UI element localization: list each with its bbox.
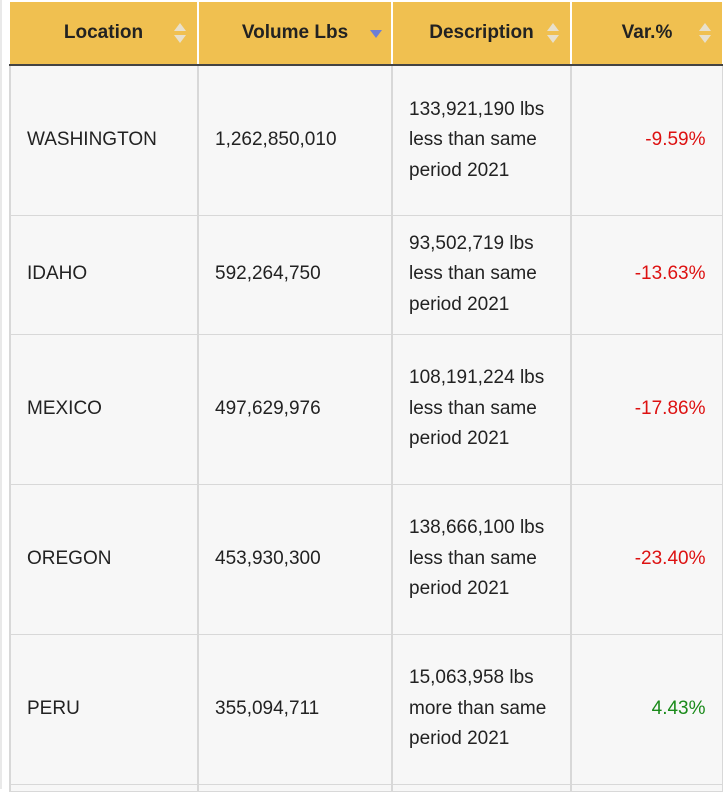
table-row: PERU 355,094,711 15,063,958 lbs more tha…: [9, 633, 723, 785]
cell-description: 93,502,719 lbs less than same period 202…: [391, 214, 572, 335]
cell-empty: [570, 783, 723, 792]
column-header-label: Description: [429, 22, 534, 43]
column-header-label: Location: [63, 22, 144, 43]
table-row: IDAHO 592,264,750 93,502,719 lbs less th…: [9, 214, 723, 335]
column-header-var[interactable]: Var.%: [570, 2, 722, 66]
table-row: WASHINGTON 1,262,850,010 133,921,190 lbs…: [9, 64, 723, 216]
sort-both-icon[interactable]: [546, 21, 560, 45]
cell-var: -17.86%: [570, 333, 723, 485]
cell-volume: 355,094,711: [197, 633, 393, 785]
column-header-location[interactable]: Location: [10, 2, 198, 66]
cell-volume: 592,264,750: [197, 214, 393, 335]
cell-description: 138,666,100 lbs less than same period 20…: [391, 483, 572, 635]
cell-empty: [9, 783, 199, 792]
table-row: OREGON 453,930,300 138,666,100 lbs less …: [9, 483, 723, 635]
column-header-description[interactable]: Description: [391, 2, 571, 66]
cell-location: WASHINGTON: [9, 64, 199, 216]
cell-var: -9.59%: [570, 64, 723, 216]
cell-empty: [197, 783, 393, 792]
cell-description: 108,191,224 lbs less than same period 20…: [391, 333, 572, 485]
cell-location: OREGON: [9, 483, 199, 635]
cell-volume: 453,930,300: [197, 483, 393, 635]
sort-descending-icon[interactable]: [369, 28, 383, 52]
table-header-row: Location Volume Lbs Description Var.%: [10, 2, 722, 66]
cell-var: -13.63%: [570, 214, 723, 335]
cell-volume: 497,629,976: [197, 333, 393, 485]
table-row-partial: [9, 783, 723, 792]
cell-volume: 1,262,850,010: [197, 64, 393, 216]
sort-both-icon[interactable]: [698, 21, 712, 45]
sort-both-icon[interactable]: [173, 21, 187, 45]
cell-var: -23.40%: [570, 483, 723, 635]
volume-table: Location Volume Lbs Description Var.%: [9, 2, 723, 792]
cell-description: 133,921,190 lbs less than same period 20…: [391, 64, 572, 216]
cell-description: 15,063,958 lbs more than same period 202…: [391, 633, 572, 785]
cell-location: IDAHO: [9, 214, 199, 335]
column-header-volume[interactable]: Volume Lbs: [197, 2, 392, 66]
column-header-label: Var.%: [621, 22, 673, 43]
column-header-label: Volume Lbs: [241, 22, 349, 43]
cell-var: 4.43%: [570, 633, 723, 785]
page-left-edge: [0, 0, 2, 789]
table-row: MEXICO 497,629,976 108,191,224 lbs less …: [9, 333, 723, 485]
cell-empty: [391, 783, 572, 792]
cell-location: MEXICO: [9, 333, 199, 485]
cell-location: PERU: [9, 633, 199, 785]
